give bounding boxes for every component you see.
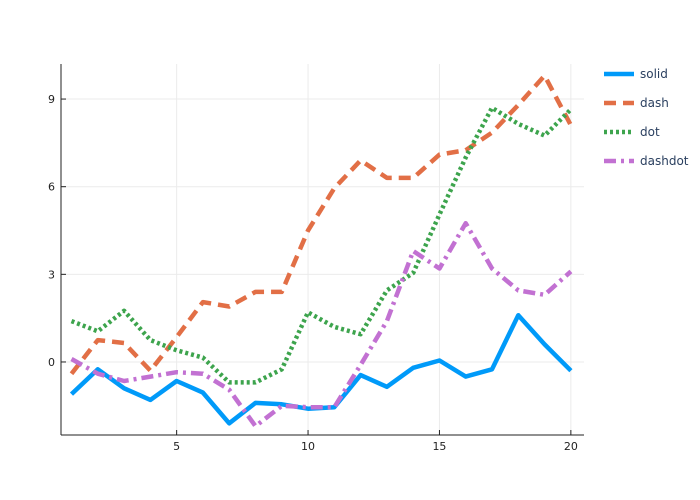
x-tick-label: 20 <box>564 440 578 453</box>
y-tick-label: 9 <box>48 93 55 106</box>
series-line-dashdot <box>70 220 573 429</box>
y-tick-label: 0 <box>48 356 55 369</box>
legend-label-solid: solid <box>640 67 668 81</box>
series-line-dash <box>69 73 573 376</box>
legend-label-dash: dash <box>640 96 669 110</box>
y-tick-label: 3 <box>48 268 55 281</box>
series-line-dot <box>70 105 573 385</box>
axes: 5 10 15 20 0 3 6 9 <box>48 64 584 453</box>
x-tick-label: 10 <box>301 440 315 453</box>
legend-label-dashdot: dashdot <box>640 154 689 168</box>
grid-lines <box>61 64 584 435</box>
x-tick-label: 5 <box>173 440 180 453</box>
legend-label-dot: dot <box>640 125 660 139</box>
series-layer <box>69 73 573 429</box>
x-tick-label: 15 <box>432 440 446 453</box>
y-tick-label: 6 <box>48 181 55 194</box>
